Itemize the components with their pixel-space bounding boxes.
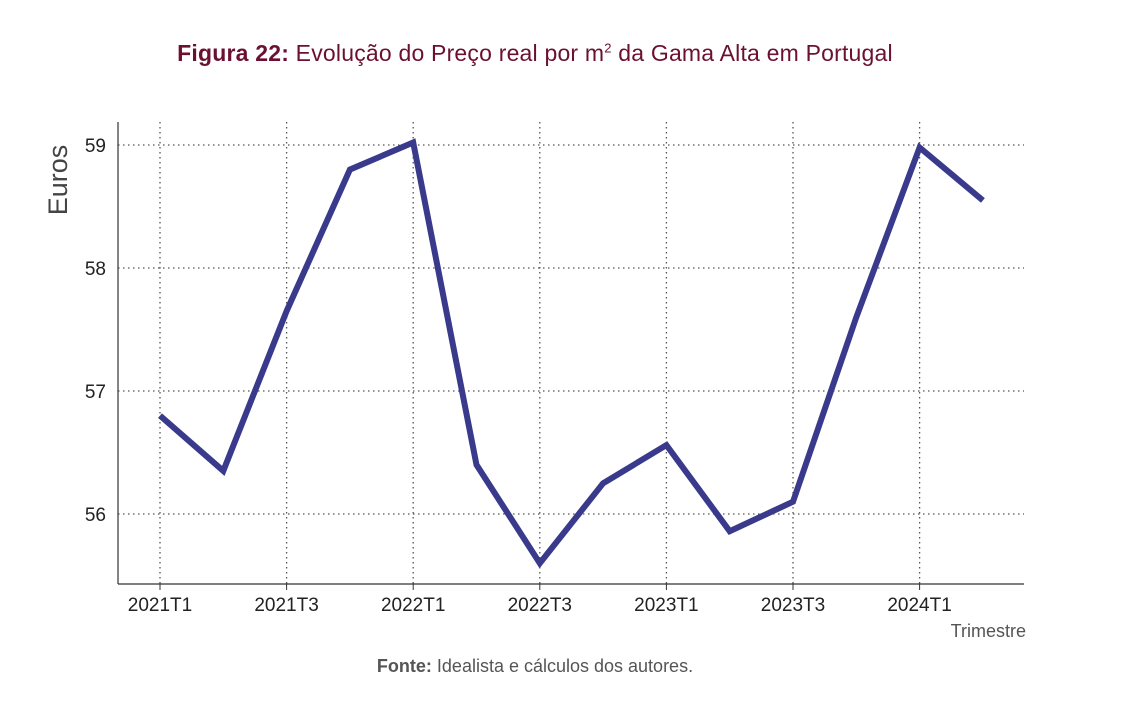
figure-label: Figura 22: (177, 40, 290, 66)
source-label: Fonte: (376, 656, 432, 676)
y-tick-label: 56 (85, 505, 106, 526)
source-text: Idealista e cálculos dos autores. (436, 656, 694, 676)
y-tick-label: 58 (85, 259, 106, 280)
x-tick-label: 2023T1 (634, 595, 698, 616)
title-superscript: 2 (604, 40, 612, 56)
grid-lines (118, 122, 1024, 584)
x-tick-label: 2021T1 (128, 595, 192, 616)
tick-labels: 56 57 58 59 2021T1 2021T3 2022T1 2022T3 2023T1 20… (85, 136, 952, 616)
source-note: Fonte: Idealista e cálculos dos autores. (0, 656, 1070, 677)
x-tick-label: 2023T3 (761, 595, 825, 616)
x-tick-label: 2022T3 (508, 595, 572, 616)
y-tick-label: 59 (85, 136, 106, 157)
x-tick-label: 2022T1 (381, 595, 445, 616)
title-suffix: da Gama Alta em Portugal (618, 40, 893, 66)
y-axis-label: Euros (43, 145, 73, 216)
title-text: Evolução do Preço real por m (295, 40, 605, 66)
x-tick-label: 2024T1 (887, 595, 951, 616)
series-layer (158, 138, 985, 569)
x-axis-label: Trimestre (951, 621, 1026, 641)
chart-title: Figura 22: Evolução do Preço real por m2… (0, 40, 1070, 67)
x-tick-label: 2021T3 (254, 595, 318, 616)
y-tick-label: 57 (85, 382, 106, 403)
series-line-0 (158, 138, 985, 569)
axes (117, 122, 1024, 590)
